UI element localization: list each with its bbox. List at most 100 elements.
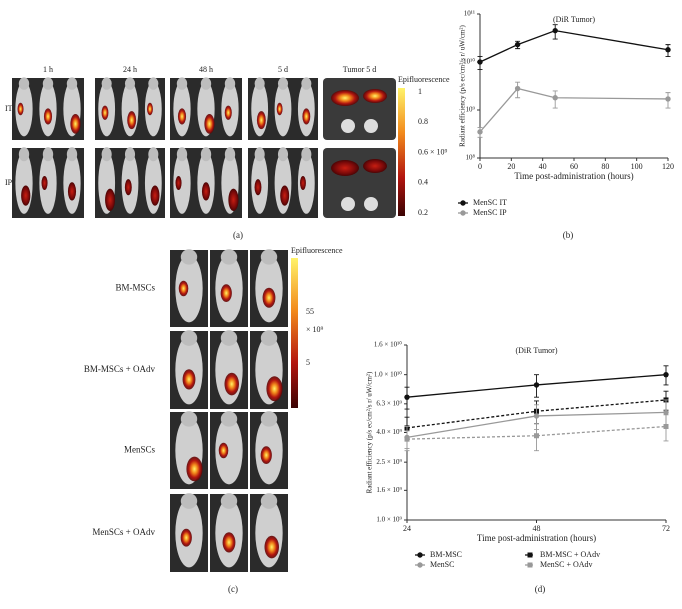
mouse-head <box>224 147 236 162</box>
legend-marker <box>460 200 466 206</box>
y-tick-label: 10⁹ <box>466 106 476 114</box>
y-tick-label: 4.0 × 10⁹ <box>376 428 402 436</box>
legend-marker <box>417 552 423 558</box>
signal <box>70 113 81 134</box>
mouse <box>274 81 292 137</box>
mouse-head <box>260 411 278 427</box>
tumor <box>364 197 378 211</box>
colorbar-label: 0.4 <box>418 178 428 187</box>
mouse-head <box>18 77 30 90</box>
colorbar-label: 55 <box>306 307 314 316</box>
row-label: MenSCs <box>124 445 156 455</box>
colorbar <box>398 88 405 216</box>
y-tick-label: 10¹⁰ <box>463 58 475 66</box>
column-label: 24 h <box>123 65 137 74</box>
row-label: IP <box>5 178 13 187</box>
mouse-head <box>148 77 159 90</box>
mouse-head <box>148 147 159 162</box>
signal <box>204 113 215 134</box>
marker <box>477 129 483 135</box>
y-tick-label: 10⁸ <box>466 154 476 162</box>
mouse <box>173 152 191 214</box>
mouse-head <box>180 493 198 509</box>
marker <box>404 394 410 400</box>
mouse-head <box>220 249 238 265</box>
mouse-head <box>180 411 198 427</box>
mouse-head <box>124 147 136 162</box>
marker <box>665 96 671 102</box>
signal <box>262 287 276 308</box>
signal <box>218 442 229 459</box>
mouse-head <box>260 249 278 265</box>
x-tick-label: 48 <box>533 524 541 533</box>
mouse-head <box>277 147 289 162</box>
x-tick-label: 40 <box>539 162 547 171</box>
y-tick-label: 6.3 × 10⁹ <box>376 399 402 407</box>
column-label: 5 d <box>278 65 288 74</box>
signal <box>17 102 24 116</box>
marker <box>514 41 521 48</box>
row-label: MenSCs + OAdv <box>92 527 155 537</box>
marker <box>514 85 521 92</box>
mouse-head <box>200 77 212 90</box>
panel-label: (b) <box>563 230 574 240</box>
signal <box>186 456 203 482</box>
tumor <box>331 90 359 106</box>
signal <box>220 284 232 302</box>
signal <box>280 185 290 206</box>
signal <box>201 182 211 201</box>
signal <box>224 105 232 120</box>
x-axis-label: Time post-administration (hours) <box>477 533 596 543</box>
colorbar-label: 0.6 × 10⁹ <box>418 147 448 156</box>
signal <box>300 176 306 190</box>
x-tick-label: 60 <box>570 162 578 171</box>
colorbar <box>291 258 298 408</box>
marker <box>663 423 669 429</box>
legend-label: MenSC IT <box>473 198 507 207</box>
colorbar-label: 0.2 <box>418 208 428 217</box>
mouse-head <box>66 147 78 162</box>
y-axis-label: Radiant efficiency (p/s ec/cm²/s r/ uW/c… <box>459 25 467 147</box>
signal <box>177 108 187 125</box>
y-tick-label: 10¹¹ <box>464 10 475 18</box>
column-label: 48 h <box>199 65 213 74</box>
mouse-head <box>301 147 312 162</box>
marker <box>534 433 539 439</box>
signal <box>124 179 132 196</box>
x-tick-label: 24 <box>403 524 411 533</box>
tumor <box>363 89 387 103</box>
signal <box>41 176 48 190</box>
signal <box>147 102 153 116</box>
row-label: BM-MSCs + OAdv <box>84 364 156 374</box>
series-line <box>406 425 667 440</box>
mouse-head <box>66 77 78 90</box>
mouse-head <box>220 493 238 509</box>
x-tick-label: 80 <box>601 162 609 171</box>
mouse-head <box>254 147 265 162</box>
mouse-head <box>224 77 236 90</box>
series-line <box>479 87 669 133</box>
mouse-head <box>101 147 112 162</box>
mouse-head <box>220 411 238 427</box>
signal <box>175 176 182 190</box>
mouse-head <box>200 147 212 162</box>
signal <box>178 280 189 297</box>
chart-title: (DiR Tumor) <box>515 346 557 355</box>
legend-label: BM-MSC <box>430 550 462 559</box>
x-tick-label: 120 <box>662 162 674 171</box>
mouse-head <box>42 147 54 162</box>
mouse-head <box>176 147 188 162</box>
mouse <box>144 81 162 137</box>
marker <box>665 47 671 53</box>
legend-marker <box>460 210 466 216</box>
mouse-head <box>18 147 30 162</box>
signal <box>101 105 109 120</box>
mouse <box>297 152 315 214</box>
mouse-head <box>124 77 136 90</box>
marker <box>477 59 483 65</box>
mouse-head <box>277 77 289 90</box>
signal <box>43 108 53 125</box>
tumor-image <box>323 78 396 140</box>
tumor <box>341 119 355 133</box>
signal <box>21 185 31 206</box>
